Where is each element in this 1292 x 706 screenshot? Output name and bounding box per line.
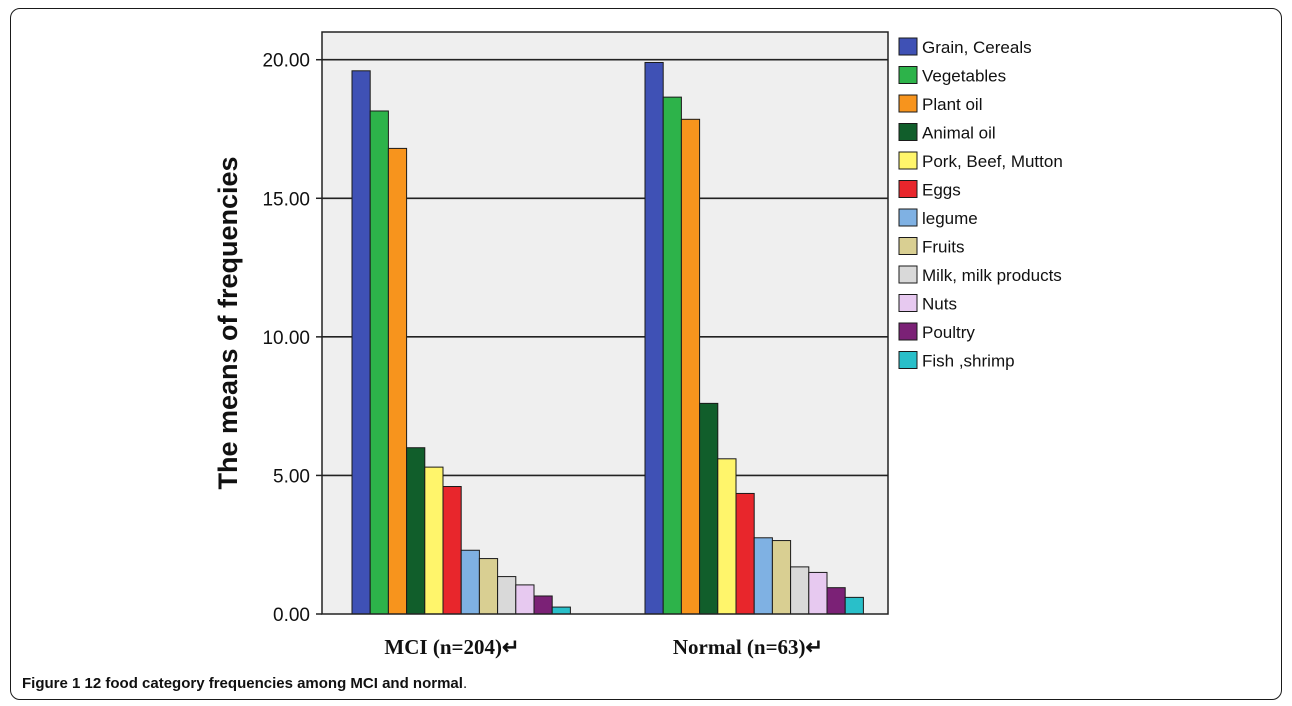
legend: Grain, Cereals Vegetables Plant oil Animal … <box>898 37 1063 371</box>
caption-period: . <box>462 675 468 692</box>
bar <box>351 70 371 615</box>
bar <box>551 606 571 615</box>
legend-label: Nuts <box>922 295 957 314</box>
bar <box>406 447 426 615</box>
plot-border <box>321 31 889 615</box>
caption-text: 12 food category frequencies among MCI a… <box>84 675 463 692</box>
bar <box>680 118 701 615</box>
bar <box>771 540 792 615</box>
bar <box>844 596 864 615</box>
y-tick-label: 10.00 <box>262 328 310 349</box>
legend-label: Fish ,shrimp <box>922 352 1015 371</box>
legend-swatch <box>898 94 918 113</box>
y-tick-label: 20.00 <box>262 51 310 72</box>
legend-swatch <box>898 237 918 255</box>
bar <box>515 584 535 615</box>
bar <box>424 466 444 615</box>
legend-label: Plant oil <box>922 95 982 114</box>
bar <box>662 96 682 615</box>
x-tick-labels: MCI (n=204)↵ Normal (n=63)↵ <box>384 635 823 659</box>
bar <box>644 61 664 615</box>
legend-swatch <box>898 351 918 369</box>
legend-label: Poultry <box>922 323 975 342</box>
bar <box>369 110 389 615</box>
legend-swatch <box>898 265 918 284</box>
bar <box>790 566 810 615</box>
bar <box>735 492 755 615</box>
bar <box>753 537 773 615</box>
legend-swatch <box>898 208 918 227</box>
legend-label: Eggs <box>922 181 961 200</box>
bar <box>699 402 719 615</box>
bars <box>351 61 864 615</box>
legend-label: Grain, Cereals <box>922 38 1032 57</box>
legend-label: legume <box>922 209 978 228</box>
bar <box>387 147 408 615</box>
bar <box>826 587 846 615</box>
legend-label: Fruits <box>922 238 965 257</box>
x-tick-label: MCI (n=204)↵ <box>384 635 519 659</box>
bar <box>460 549 480 615</box>
y-axis-label: The means of frequencies <box>213 156 243 489</box>
bar <box>808 571 828 615</box>
bar <box>717 458 737 615</box>
legend-swatch <box>898 66 918 84</box>
legend-label: Vegetables <box>922 67 1006 86</box>
y-tick-label: 5.00 <box>273 466 310 487</box>
legend-swatch <box>898 294 918 312</box>
y-tick-labels: 0.00 5.00 10.00 15.00 20.00 <box>262 51 310 626</box>
x-tick-label: Normal (n=63)↵ <box>673 635 823 659</box>
legend-label: Milk, milk products <box>922 266 1062 285</box>
y-tick-label: 15.00 <box>262 189 310 210</box>
bar <box>497 576 517 615</box>
bar <box>533 595 553 615</box>
bar <box>478 558 499 615</box>
legend-swatch <box>898 180 918 198</box>
legend-swatch <box>898 322 918 341</box>
legend-label: Animal oil <box>922 124 996 143</box>
y-tick-label: 0.00 <box>273 605 310 626</box>
legend-label: Pork, Beef, Mutton <box>922 152 1063 171</box>
legend-swatch <box>898 37 918 56</box>
legend-swatch <box>898 151 918 170</box>
caption-label: Figure 1 <box>22 675 81 692</box>
axes <box>321 31 889 615</box>
bar <box>442 486 462 615</box>
legend-swatch <box>898 123 918 141</box>
figure-caption: Figure 1 12 food category frequencies am… <box>22 675 467 692</box>
